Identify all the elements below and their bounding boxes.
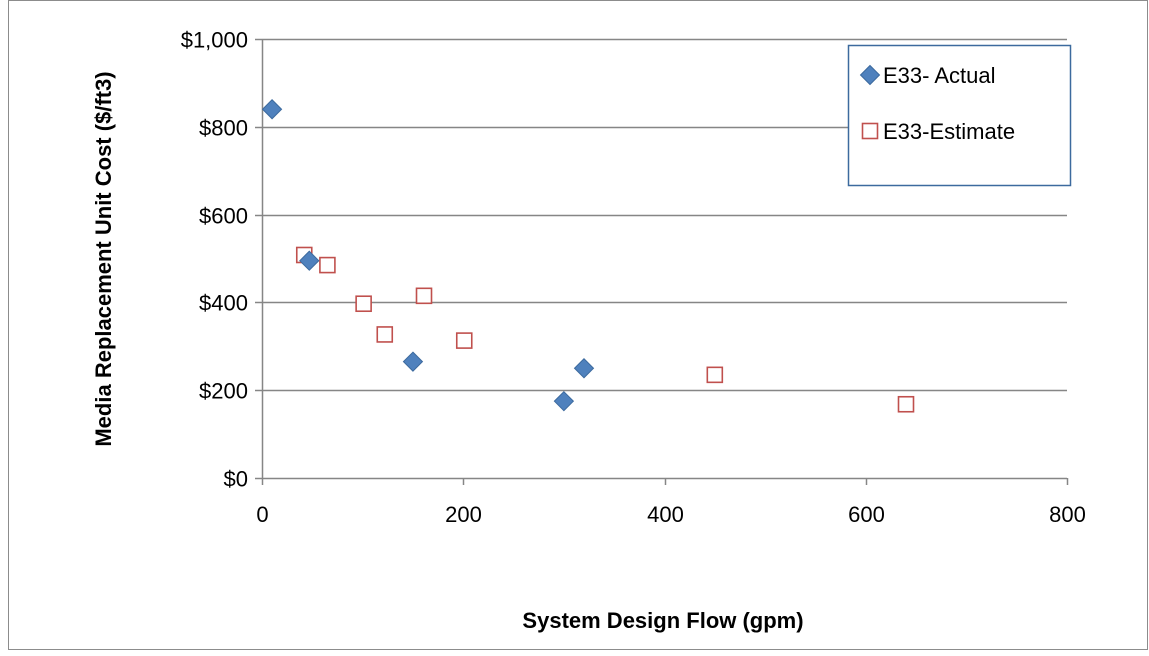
data-point — [553, 390, 575, 412]
x-tick-label: 200 — [445, 502, 482, 527]
legend-marker — [859, 64, 881, 86]
axes — [255, 38, 1069, 485]
data-point — [897, 395, 915, 413]
series-e33-estimate — [295, 246, 915, 413]
x-tick-label: 400 — [647, 502, 684, 527]
data-point — [261, 99, 283, 120]
y-tick-label: $200 — [199, 379, 248, 404]
data-point — [455, 332, 473, 349]
legend-label: E33-Estimate — [883, 119, 1015, 144]
data-point — [299, 250, 320, 271]
legend-box — [847, 44, 1072, 187]
legend: E33- Actual E33-Estimate — [847, 44, 1072, 187]
y-tick-label: $600 — [199, 204, 248, 229]
data-point — [415, 287, 433, 305]
data-point — [376, 326, 394, 343]
gridlines — [262, 38, 1067, 392]
data-point — [706, 366, 724, 384]
y-tick-label: $0 — [224, 467, 248, 492]
x-tick-label: 800 — [1049, 502, 1086, 527]
data-points — [261, 99, 915, 413]
series-e33-actual — [261, 99, 595, 412]
legend-marker — [861, 122, 879, 140]
y-tick-label: $400 — [199, 291, 248, 316]
y-axis-title: Media Replacement Unit Cost ($/ft3) — [91, 71, 116, 446]
x-axis-title: System Design Flow (gpm) — [522, 608, 803, 633]
y-tick-label: $1,000 — [181, 28, 248, 53]
x-tick-label: 600 — [848, 502, 885, 527]
tick-labels: $0 $200 $400 $600 $800 $1,000 0 200 400 600 800 — [181, 28, 1086, 528]
data-point — [402, 351, 424, 372]
x-tick-label: 0 — [256, 502, 268, 527]
data-point — [319, 256, 336, 274]
y-tick-label: $800 — [199, 116, 248, 141]
legend-label: E33- Actual — [883, 63, 996, 88]
data-point — [573, 358, 595, 379]
data-point — [355, 295, 372, 313]
